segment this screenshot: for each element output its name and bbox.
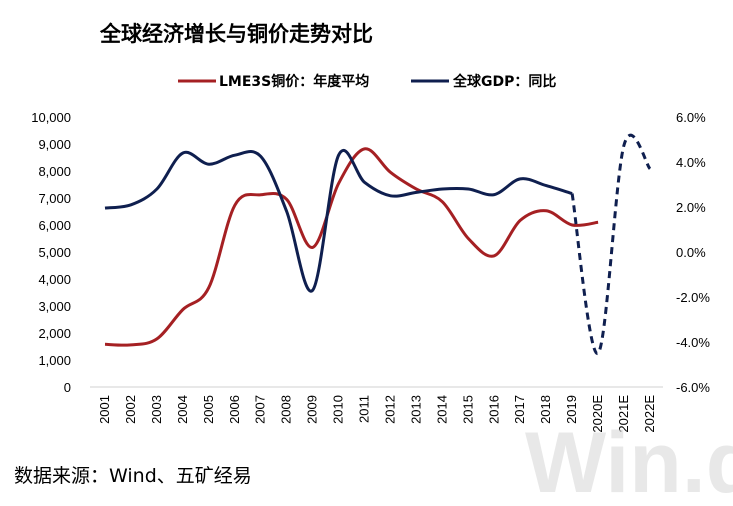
legend: LME3S铜价：年度平均 全球GDP：同比 <box>178 73 556 90</box>
x-tick-label: 2006 <box>227 395 242 424</box>
right-tick-label: -6.0% <box>676 380 710 395</box>
right-axis-ticks: -6.0% -4.0% -2.0% 0.0% 2.0% 4.0% 6.0% <box>676 110 710 395</box>
right-tick-label: 0.0% <box>676 245 706 260</box>
left-tick-label: 9,000 <box>38 137 71 152</box>
right-tick-label: 6.0% <box>676 110 706 125</box>
x-axis-ticks: 2001 2002 2003 2004 2005 2006 2007 2008 2009 2010… <box>97 395 657 433</box>
left-tick-label: 6,000 <box>38 218 71 233</box>
left-tick-label: 8,000 <box>38 164 71 179</box>
gdp-forecast-line <box>570 133 652 355</box>
x-tick-label: 2015 <box>460 395 475 424</box>
left-tick-label: 1,000 <box>38 353 71 368</box>
x-tick-label: 2008 <box>279 395 294 424</box>
left-tick-label: 4,000 <box>38 272 71 287</box>
x-tick-label: 2022E <box>642 395 657 433</box>
x-tick-label: 2021E <box>616 395 631 433</box>
x-tick-label: 2002 <box>123 395 138 424</box>
gdp-line <box>104 149 573 293</box>
x-tick-label: 2020E <box>590 395 605 433</box>
x-tick-label: 2014 <box>434 395 449 424</box>
x-tick-label: 2019 <box>564 395 579 424</box>
series-lines <box>104 133 652 355</box>
right-tick-label: -4.0% <box>676 335 710 350</box>
left-tick-label: 2,000 <box>38 326 71 341</box>
x-tick-label: 2009 <box>305 395 320 424</box>
left-tick-label: 0 <box>64 380 71 395</box>
source-note: 数据来源：Wind、五矿经易 <box>14 465 252 487</box>
chart-title: 全球经济增长与铜价走势对比 <box>99 22 373 46</box>
x-tick-label: 2005 <box>201 395 216 424</box>
x-tick-label: 2016 <box>486 395 501 424</box>
x-tick-label: 2017 <box>512 395 527 424</box>
x-tick-label: 2012 <box>382 395 397 424</box>
left-tick-label: 7,000 <box>38 191 71 206</box>
x-tick-label: 2010 <box>331 395 346 424</box>
left-tick-label: 10,000 <box>31 110 71 125</box>
left-tick-label: 5,000 <box>38 245 71 260</box>
right-tick-label: -2.0% <box>676 290 710 305</box>
legend-label-copper: LME3S铜价：年度平均 <box>219 73 369 90</box>
x-tick-label: 2004 <box>175 395 190 424</box>
x-tick-label: 2011 <box>357 395 372 423</box>
left-tick-label: 3,000 <box>38 299 71 314</box>
wind-watermark: Win.d <box>525 415 733 506</box>
x-tick-label: 2003 <box>149 395 164 424</box>
x-tick-label: 2001 <box>97 395 112 424</box>
left-axis-ticks: 0 1,000 2,000 3,000 4,000 5,000 6,000 7,000 8,00… <box>31 110 71 395</box>
legend-label-gdp: 全球GDP：同比 <box>452 73 556 90</box>
x-tick-label: 2007 <box>253 395 268 424</box>
x-tick-label: 2013 <box>408 395 423 424</box>
right-tick-label: 2.0% <box>676 200 706 215</box>
x-tick-label: 2018 <box>538 395 553 424</box>
copper-line <box>104 147 599 347</box>
right-tick-label: 4.0% <box>676 155 706 170</box>
